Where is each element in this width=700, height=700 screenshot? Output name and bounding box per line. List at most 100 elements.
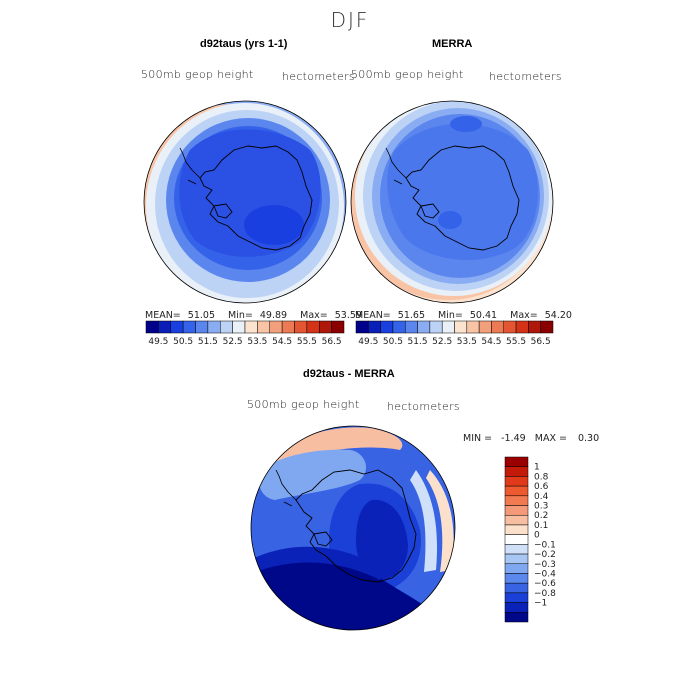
diff-colorbar-swatch-7 [504,524,529,535]
right-map [351,101,553,303]
left-field-label: 500mb geop height [141,68,254,81]
left-map-low [244,205,304,245]
diff-map-antarctica [295,469,417,583]
diff-colorbar-swatch-10 [504,553,529,565]
left-colorbar-tick-label: 56.5 [322,337,342,347]
left-colorbar-swatch-15 [331,320,345,334]
right-colorbar-swatch-13 [515,320,529,334]
left-colorbar-tick-label: 50.5 [173,337,193,347]
right-colorbar-swatch-8 [454,320,468,334]
diff-colorbar-swatch-2 [504,476,529,487]
diff-map-light [259,449,367,500]
left-map-core [179,129,321,257]
diff-colorbar-tick-label: −0.2 [534,550,556,560]
left-mean-label: MEAN= [145,310,181,321]
left-map-antarctica [199,145,313,251]
right-map-low-a [450,116,482,132]
left-max-value: 53.59 [334,310,362,321]
diff-min-label: MIN = [463,433,493,444]
diff-colorbar-swatch-6 [504,514,529,526]
left-colorbar-tick-label: 51.5 [198,337,218,347]
right-colorbar-swatch-12 [503,320,517,334]
right-units-label: hectometers [489,70,562,83]
left-colorbar-swatch-2 [170,320,184,334]
diff-colorbar-swatch-5 [504,505,529,516]
left-colorbar-swatch-11 [281,320,295,334]
diff-colorbar-swatch-4 [504,495,529,506]
diff-colorbar-tick-label: 0 [534,531,540,541]
left-colorbar: 49.5 50.5 51.5 52.5 53.5 54.5 55.5 56.5 [145,320,345,347]
diff-max-label: MAX = [534,433,567,444]
diff-colorbar-tick-label: 0.1 [534,521,548,531]
left-colorbar-swatch-10 [269,320,283,334]
left-map-peninsula [179,147,201,185]
right-field-label: 500mb geop height [351,68,464,81]
diff-colorbar-tick-label: 0.8 [534,472,549,482]
right-map-border [350,100,554,304]
right-colorbar-tick-label: 52.5 [432,337,452,347]
right-colorbar-swatch-1 [368,320,381,334]
diff-colorbar-tick-label: −0.8 [534,589,556,599]
right-colorbar-tick-label: 51.5 [408,337,428,347]
diff-colorbar-tick-label: −0.3 [534,560,556,570]
diff-colorbar: 10.80.60.40.30.20.10−0.1−0.2−0.3−0.4−0.6… [504,456,556,623]
diff-colorbar-tick-label: 0.4 [534,492,549,502]
diff-max-value: 0.30 [577,433,600,444]
left-colorbar-swatch-4 [195,320,209,334]
left-colorbar-swatch-3 [182,320,196,334]
right-colorbar-swatch-11 [491,320,504,334]
diff-colorbar-swatch-15 [504,602,529,613]
diff-panel-title: d92taus - MERRA [303,368,395,380]
diff-field-label: 500mb geop height [247,398,360,411]
left-mean-value: 51.05 [187,310,215,321]
left-colorbar-tick-label: 52.5 [223,337,243,347]
left-max-label: Max= [300,310,328,321]
right-map-antarctica [405,145,520,251]
left-panel-title: d92taus (yrs 1-1) [200,38,288,50]
right-colorbar-swatch-5 [417,320,431,334]
left-colorbar-swatch-13 [306,320,320,334]
left-min-value: 49.89 [259,310,288,321]
diff-colorbar-swatch-12 [504,573,529,584]
diff-colorbar-tick-label: −0.6 [534,579,556,589]
diff-stats: MIN = -1.49 MAX = 0.30 [463,433,599,444]
right-colorbar-swatch-7 [441,320,455,334]
diff-colorbar-tick-label: −0.1 [534,540,556,550]
left-colorbar-swatch-7 [232,320,246,334]
diff-colorbar-swatch-16 [504,612,529,623]
left-min-label: Min= [228,310,253,321]
diff-units-label: hectometers [387,400,460,413]
diff-map-border [250,425,456,631]
right-colorbar-swatch-10 [478,320,492,334]
right-colorbar: 49.5 50.5 51.5 52.5 53.5 54.5 55.5 56.5 [355,320,554,347]
diff-colorbar-swatch-1 [504,466,529,477]
left-map [144,101,346,303]
right-colorbar-swatch-0 [355,320,369,334]
right-colorbar-tick-label: 49.5 [358,337,378,347]
left-colorbar-swatch-9 [257,320,270,334]
diff-colorbar-swatch-11 [504,563,529,574]
right-panel-title: MERRA [432,38,473,50]
right-max-value: 54.20 [544,310,572,321]
left-colorbar-swatch-12 [294,320,308,334]
left-stats: MEAN= 51.05 Min= 49.89 Max= 53.59 [145,310,362,321]
diff-colorbar-swatch-14 [504,592,529,603]
right-colorbar-swatch-3 [392,320,406,334]
right-mean-label: MEAN= [355,310,391,321]
right-colorbar-swatch-2 [380,320,394,334]
left-colorbar-tick-label: 49.5 [148,337,168,347]
right-colorbar-swatch-15 [540,320,554,334]
right-min-label: Min= [438,310,463,321]
diff-colorbar-tick-label: −1 [534,599,547,609]
right-colorbar-swatch-6 [429,320,443,334]
right-map-core [387,123,538,261]
left-map-border [143,100,347,304]
left-colorbar-swatch-6 [220,320,233,334]
diff-map-neg-min [356,499,408,580]
diff-colorbar-swatch-3 [504,485,529,497]
diff-colorbar-tick-label: −0.4 [534,569,556,579]
right-map-low-b [438,211,462,229]
diff-map-neg-band [251,546,385,580]
left-colorbar-tick-label: 53.5 [247,337,267,347]
